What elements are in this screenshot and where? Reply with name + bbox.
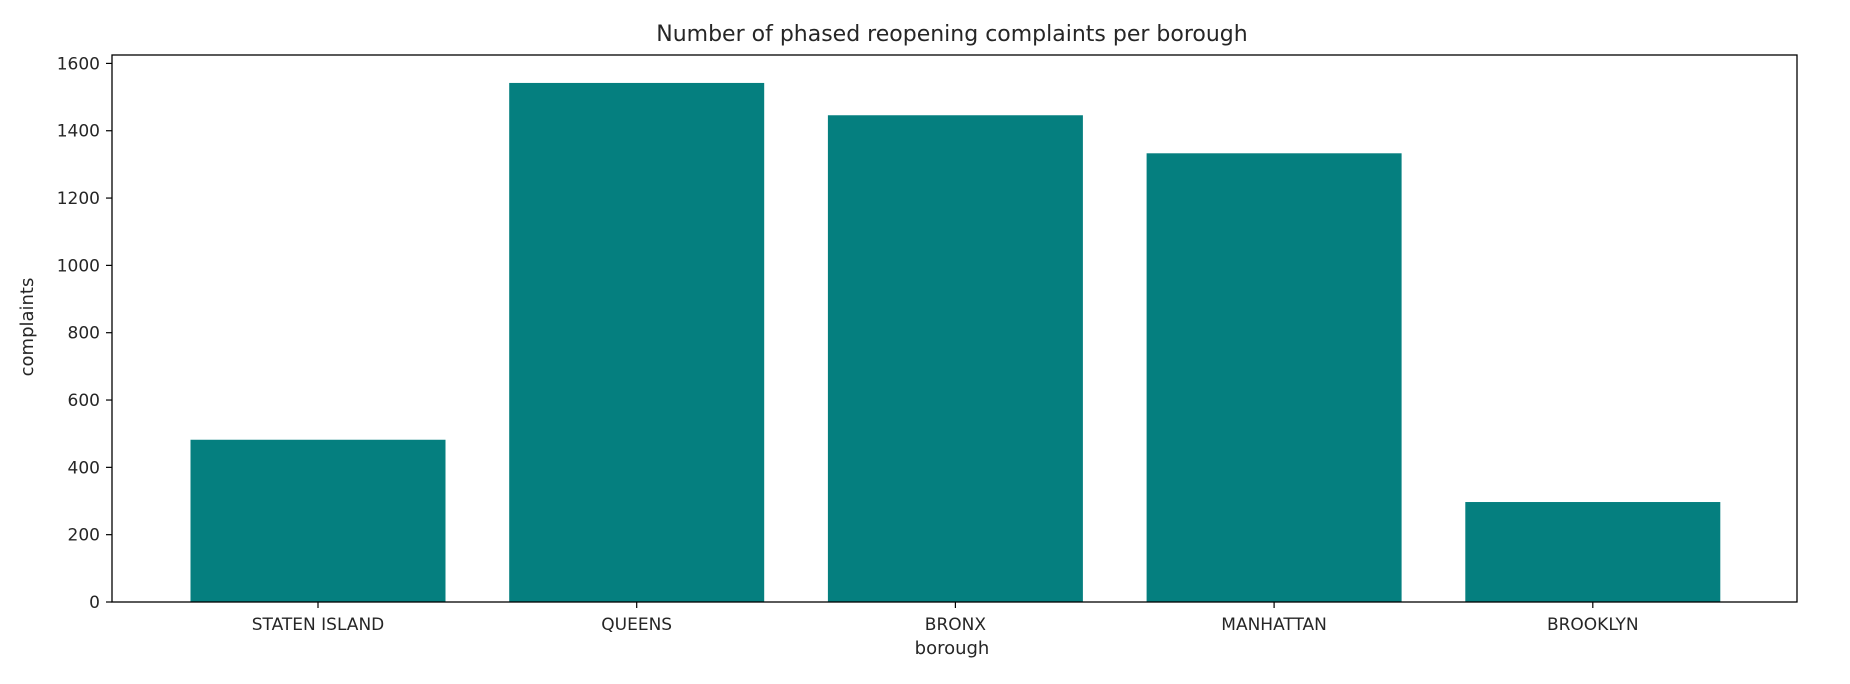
y-tick-label: 800 [68, 324, 100, 344]
y-tick-label: 1200 [57, 189, 100, 209]
y-axis-ticks: 0 200 400 600 800 1000 1200 1400 1600 [57, 54, 112, 613]
plot-frame [111, 54, 1798, 603]
x-axis-label: borough [915, 638, 990, 659]
y-tick-label: 1400 [57, 122, 100, 142]
y-axis-label: complaints [17, 278, 38, 377]
y-tick-label: 200 [68, 526, 100, 546]
x-axis-ticks: STATEN ISLAND QUEENS BRONX MANHATTAN BROOKLY… [252, 602, 1639, 635]
y-tick-label: 1600 [57, 54, 100, 74]
x-tick-label: STATEN ISLAND [252, 615, 385, 635]
y-tick-label: 400 [68, 458, 100, 478]
y-tick-label: 1000 [57, 256, 100, 276]
x-tick-label: BROOKLYN [1547, 615, 1639, 635]
chart-title: Number of phased reopening complaints pe… [656, 22, 1247, 47]
bar-brooklyn [1465, 502, 1721, 602]
y-tick-label: 0 [89, 593, 100, 613]
bar-manhattan [1146, 153, 1402, 602]
x-tick-label: BRONX [925, 615, 987, 635]
x-tick-label: QUEENS [601, 615, 672, 635]
bars-group [190, 82, 1721, 602]
x-tick-label: MANHATTAN [1221, 615, 1327, 635]
bar-bronx [827, 115, 1083, 602]
y-tick-label: 600 [68, 391, 100, 411]
bar-staten-island [190, 439, 446, 602]
bar-queens [509, 82, 765, 602]
